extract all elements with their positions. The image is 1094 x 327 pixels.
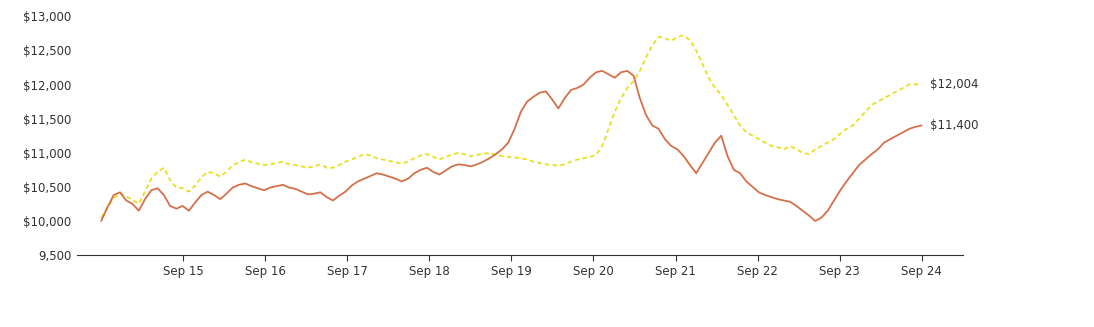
Text: $11,400: $11,400 bbox=[930, 119, 978, 132]
Text: $12,004: $12,004 bbox=[930, 78, 978, 91]
Legend: Investor C Shares, Bloomberg U.S. Aggregate Bond Index: Investor C Shares, Bloomberg U.S. Aggreg… bbox=[220, 326, 695, 327]
